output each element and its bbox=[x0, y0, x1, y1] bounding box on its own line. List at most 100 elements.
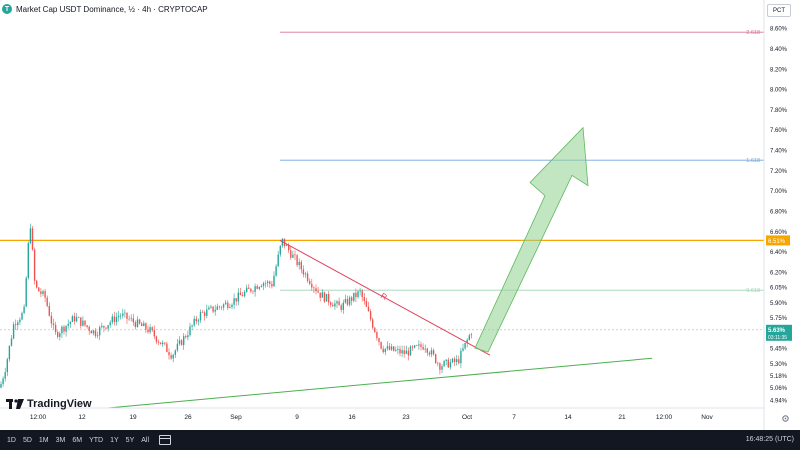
timeframe-3m[interactable]: 3M bbox=[55, 436, 66, 444]
resistance-trendline bbox=[279, 239, 491, 356]
resistance-label: R bbox=[379, 291, 389, 302]
y-tick-label: 5.30% bbox=[770, 362, 788, 368]
candle-body bbox=[470, 334, 473, 336]
candle-body bbox=[48, 306, 50, 316]
y-tick-label: 4.94% bbox=[770, 398, 788, 404]
candle-body bbox=[420, 344, 422, 347]
candle-body bbox=[250, 288, 252, 292]
candle-body bbox=[355, 292, 357, 298]
candle-body bbox=[252, 291, 254, 293]
candle-body bbox=[456, 359, 458, 362]
candle-body bbox=[105, 327, 107, 329]
candle-body bbox=[378, 338, 380, 342]
candle-body bbox=[447, 359, 449, 368]
candle-body bbox=[367, 306, 370, 312]
timeframe-all[interactable]: All bbox=[141, 436, 150, 444]
timeframe-1d[interactable]: 1D bbox=[7, 436, 16, 444]
candle-body bbox=[298, 261, 300, 266]
timeframe-5d[interactable]: 5D bbox=[22, 436, 32, 444]
y-tick-label: 7.40% bbox=[770, 149, 788, 155]
candle-body bbox=[323, 292, 326, 302]
candle-body bbox=[246, 287, 248, 292]
symbol-logo-icon: T bbox=[2, 4, 12, 14]
utc-clock[interactable]: 16:48:25 (UTC) bbox=[745, 436, 794, 443]
candle-body bbox=[388, 346, 391, 350]
candle-body bbox=[159, 342, 162, 345]
candle-body bbox=[382, 348, 384, 353]
candle-body bbox=[189, 326, 191, 336]
candle-body bbox=[468, 335, 470, 340]
fib-level-label: 2.618 bbox=[746, 30, 760, 36]
x-tick-label: 23 bbox=[402, 414, 410, 421]
candle-body bbox=[296, 255, 298, 266]
candle-body bbox=[44, 291, 46, 298]
candle-body bbox=[424, 348, 426, 350]
candle-body bbox=[432, 350, 435, 355]
candle-body bbox=[231, 304, 233, 307]
candle-body bbox=[92, 330, 95, 334]
candle-body bbox=[59, 333, 61, 337]
candle-body bbox=[143, 323, 145, 327]
fib-level-label: 1.618 bbox=[746, 158, 760, 164]
candle-body bbox=[363, 297, 365, 301]
timeframe-1y[interactable]: 1Y bbox=[110, 436, 119, 444]
y-tick-label: 7.20% bbox=[770, 169, 788, 175]
candle-body bbox=[334, 303, 336, 307]
candle-body bbox=[193, 318, 195, 326]
candle-body bbox=[340, 305, 342, 310]
x-tick-label: 16 bbox=[348, 414, 356, 421]
calendar-range-icon[interactable] bbox=[159, 435, 172, 445]
candle-body bbox=[208, 307, 210, 310]
candle-body bbox=[271, 283, 273, 287]
brand-logo: TradingView bbox=[6, 398, 92, 410]
candle-body bbox=[304, 273, 307, 275]
y-tick-label: 7.80% bbox=[770, 108, 788, 114]
candle-body bbox=[275, 266, 277, 276]
y-tick-label: 6.60% bbox=[770, 230, 788, 236]
price-axis: 8.60% 8.40% 8.20% 8.00% 7.80% 7.60% 7.40% 7.20%… bbox=[763, 0, 792, 430]
timeframe-5y[interactable]: 5Y bbox=[125, 436, 135, 444]
candle-body bbox=[155, 336, 158, 342]
candle-body bbox=[82, 320, 84, 326]
candle-body bbox=[138, 319, 141, 324]
trendlines: R bbox=[107, 239, 653, 409]
y-tick-label: 7.60% bbox=[770, 128, 788, 134]
timeframe-ytd[interactable]: YTD bbox=[89, 436, 104, 444]
timeframe-6m[interactable]: 6M bbox=[72, 436, 83, 444]
y-tick-label: 6.05% bbox=[770, 286, 788, 292]
x-tick-label: 19 bbox=[129, 414, 137, 421]
candle-body bbox=[170, 355, 172, 359]
tradingview-logo-icon bbox=[6, 399, 24, 409]
candle-body bbox=[258, 287, 260, 289]
candle-body bbox=[294, 254, 296, 256]
candle-body bbox=[327, 293, 330, 303]
candle-body bbox=[233, 298, 235, 305]
scale-mode-button[interactable]: PCT bbox=[767, 4, 791, 17]
y-tick-label: 6.20% bbox=[770, 270, 788, 276]
timeframe-1m[interactable]: 1M bbox=[38, 436, 49, 444]
candle-body bbox=[67, 323, 69, 326]
candle-body bbox=[88, 326, 90, 331]
candle-body bbox=[393, 346, 395, 351]
candle-body bbox=[227, 302, 229, 308]
candle-body bbox=[346, 299, 349, 305]
candle-body bbox=[65, 325, 67, 332]
candle-body bbox=[430, 350, 433, 355]
symbol-title[interactable]: Market Cap USDT Dominance, ½ · 4h · CRYP… bbox=[16, 4, 208, 14]
gear-icon[interactable] bbox=[781, 414, 790, 423]
candle-body bbox=[290, 250, 292, 258]
candle-body bbox=[178, 340, 181, 344]
candle-body bbox=[75, 317, 78, 322]
candle-body bbox=[369, 311, 372, 320]
chart-canvas[interactable]: 2.618 1.618 0.618 R 8.60% 8.40% 8.20% 8.00% 7.… bbox=[0, 0, 800, 430]
candle-body bbox=[243, 291, 246, 297]
x-tick-label: 9 bbox=[295, 414, 299, 421]
candle-body bbox=[134, 322, 137, 327]
candle-body bbox=[183, 336, 185, 346]
candle-body bbox=[220, 307, 223, 308]
candle-body bbox=[168, 352, 170, 356]
candle-body bbox=[239, 292, 242, 296]
candle-body bbox=[441, 366, 443, 370]
candle-body bbox=[101, 325, 103, 328]
candle-body bbox=[273, 275, 275, 287]
